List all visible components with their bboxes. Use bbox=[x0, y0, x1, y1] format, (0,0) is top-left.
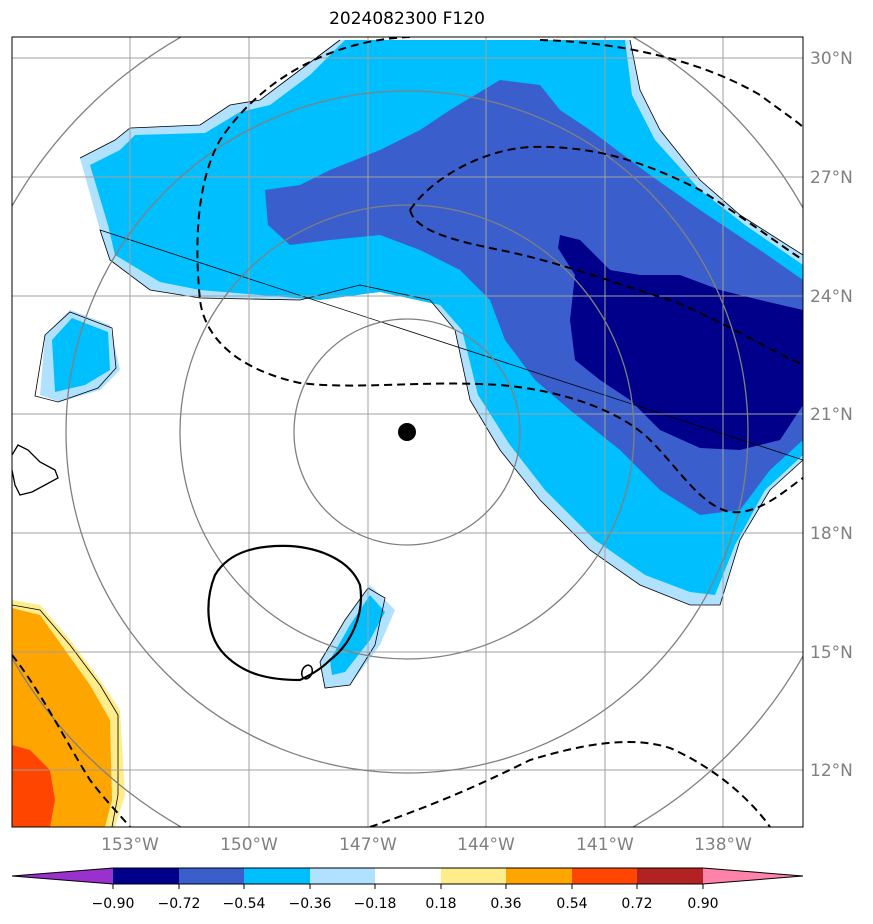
colorbar-tick-label: 0.36 bbox=[490, 896, 521, 912]
colorbar-tick-label: 0.90 bbox=[687, 896, 718, 912]
plot-area bbox=[12, 37, 803, 827]
graticule bbox=[12, 37, 803, 827]
colorbar-tick-label: 0.54 bbox=[556, 896, 587, 912]
lon-label-147w: 147°W bbox=[339, 835, 397, 855]
latitude-labels: 30°N 27°N 24°N 21°N 18°N 15°N 12°N bbox=[810, 49, 853, 781]
lon-label-153w: 153°W bbox=[101, 835, 159, 855]
lat-label-12n: 12°N bbox=[810, 761, 853, 781]
colorbar-tick-label: −0.72 bbox=[158, 896, 201, 912]
lat-label-21n: 21°N bbox=[810, 405, 853, 425]
dashed-contours bbox=[12, 37, 803, 827]
colorbar-tick-label: 0.18 bbox=[425, 896, 456, 912]
colorbar-tick-label: −0.54 bbox=[223, 896, 266, 912]
plot-frame bbox=[11, 36, 804, 828]
hawaii-coastline bbox=[12, 444, 59, 496]
colorbar-tick-label: 0.72 bbox=[621, 896, 652, 912]
colorbar-extend-low bbox=[12, 868, 113, 884]
storm-center-marker bbox=[398, 423, 416, 441]
solid-contour bbox=[207, 544, 363, 682]
lat-label-18n: 18°N bbox=[810, 524, 853, 544]
lat-label-24n: 24°N bbox=[810, 287, 853, 307]
lon-label-138w: 138°W bbox=[694, 835, 752, 855]
colorbar-tick-label: −0.36 bbox=[289, 896, 332, 912]
map-title: 2024082300 F120 bbox=[329, 9, 485, 29]
colorbar-tick-label: −0.18 bbox=[354, 896, 397, 912]
anomaly-orange-red-region bbox=[12, 745, 55, 827]
lat-label-30n: 30°N bbox=[810, 49, 853, 69]
range-rings bbox=[12, 37, 803, 827]
lat-label-27n: 27°N bbox=[810, 168, 853, 188]
colorbar-tick-label: −0.90 bbox=[92, 896, 135, 912]
lon-label-150w: 150°W bbox=[220, 835, 278, 855]
anomaly-navy-region bbox=[558, 235, 803, 450]
lon-label-141w: 141°W bbox=[576, 835, 634, 855]
colorbar-extend-high bbox=[703, 868, 803, 884]
longitude-labels: 153°W 150°W 147°W 144°W 141°W 138°W bbox=[101, 835, 752, 855]
colorbar: −0.90 −0.72 −0.54 −0.36 −0.18 0.18 0.36 … bbox=[11, 867, 804, 912]
lon-label-144w: 144°W bbox=[457, 835, 515, 855]
lat-label-15n: 15°N bbox=[810, 643, 853, 663]
